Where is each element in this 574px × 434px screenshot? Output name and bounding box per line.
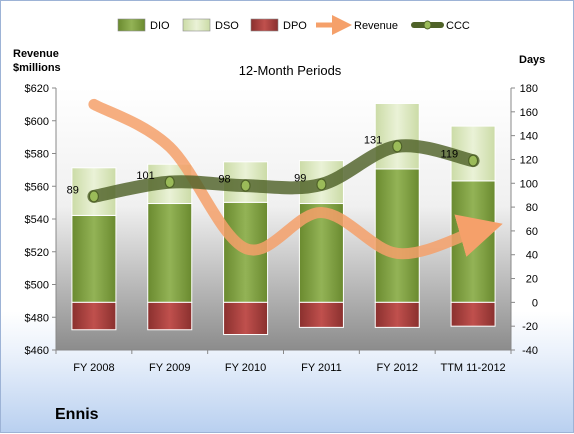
left-tick-label: $620 <box>25 83 49 95</box>
ccc-point <box>316 178 327 191</box>
right-tick-label: 180 <box>520 83 538 95</box>
legend-label: DSO <box>215 20 239 32</box>
x-tick-label: FY 2011 <box>301 362 342 374</box>
right-tick-label: 140 <box>520 131 538 143</box>
chart-title: 12-Month Periods <box>239 63 342 78</box>
x-tick-label: FY 2012 <box>377 362 418 374</box>
ccc-data-label: 101 <box>136 170 154 182</box>
axes: 12-Month Periods Revenue $millions Days $460… <box>13 48 545 374</box>
revenue-line <box>88 98 503 260</box>
right-tick-label: 20 <box>526 274 538 286</box>
ccc-data-label: 119 <box>441 149 459 161</box>
right-tick-label: 100 <box>520 178 538 190</box>
x-tick-label: FY 2009 <box>149 362 190 374</box>
right-tick-label: 160 <box>520 107 538 119</box>
legend-swatch <box>250 18 279 32</box>
left-tick-label: $560 <box>25 181 49 193</box>
right-tick-label: -20 <box>522 321 538 333</box>
right-tick-label: 120 <box>520 154 538 166</box>
right-tick-label: 0 <box>532 297 538 309</box>
left-tick-label: $540 <box>25 214 49 226</box>
left-tick-label: $500 <box>25 280 49 292</box>
ccc-point <box>164 175 175 189</box>
right-tick-label: 40 <box>526 250 538 262</box>
ccc-point <box>467 154 479 167</box>
right-axis-label: Days <box>519 54 545 66</box>
legend-label: DPO <box>283 20 307 32</box>
legend-swatch <box>182 18 211 32</box>
left-tick-label: $460 <box>25 345 49 357</box>
left-tick-label: $480 <box>25 312 49 324</box>
x-tick-label: FY 2008 <box>73 362 114 374</box>
legend-marker <box>423 20 432 30</box>
bar-dpo <box>450 301 496 327</box>
labels: 89 101 98 99 131 119 <box>67 134 458 196</box>
plot-area <box>56 88 511 350</box>
ccc-data-label: 98 <box>218 174 230 186</box>
legend-label: Revenue <box>354 20 398 32</box>
bar-dpo <box>374 301 420 328</box>
bar-dio <box>374 168 420 303</box>
left-axis-label: $millions <box>13 62 61 74</box>
left-tick-label: $600 <box>25 116 49 128</box>
ccc-data-label: 99 <box>294 172 306 184</box>
right-tick-label: -40 <box>522 345 538 357</box>
left-axis-label: Revenue <box>13 48 59 60</box>
lines <box>87 98 503 260</box>
ccc-point <box>240 179 251 192</box>
bar-dio <box>147 203 193 303</box>
ccc-data-label: 131 <box>364 134 382 146</box>
legend-label: DIO <box>150 20 170 32</box>
bar-dpo <box>223 301 269 336</box>
left-tick-label: $580 <box>25 149 49 161</box>
ccc-point <box>88 190 100 203</box>
x-tick-label: TTM 11-2012 <box>440 362 505 374</box>
legend-swatch <box>117 18 146 32</box>
bar-dio <box>71 214 117 303</box>
legend: DIO DSO DPO Revenue CCC <box>117 15 470 35</box>
right-tick-label: 60 <box>526 226 538 238</box>
ccc-data-label: 89 <box>67 184 79 196</box>
ccc-point <box>392 140 403 153</box>
legend-label: CCC <box>446 20 470 32</box>
ccc-line <box>87 139 480 203</box>
bar-dpo <box>147 301 193 331</box>
bar-dpo <box>298 301 344 328</box>
left-tick-label: $520 <box>25 247 49 259</box>
bar-dpo <box>71 301 117 331</box>
company-name: Ennis <box>55 406 99 423</box>
x-tick-label: FY 2010 <box>225 362 266 374</box>
right-tick-label: 80 <box>526 202 538 214</box>
